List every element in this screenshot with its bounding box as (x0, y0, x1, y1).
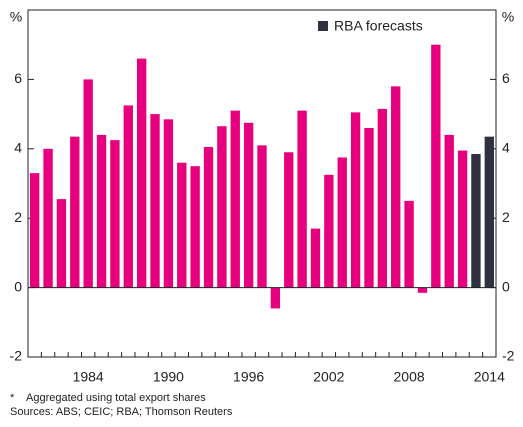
bar (163, 119, 174, 288)
y-tick-label-right: 2 (502, 209, 510, 225)
footnote: Aggregated using total export shares (26, 392, 206, 404)
bar (56, 199, 67, 288)
y-tick-label: 2 (14, 209, 22, 225)
bar (70, 136, 80, 288)
bar (30, 173, 40, 288)
legend-swatch (318, 21, 328, 31)
sources: Sources: ABS; CEIC; RBA; Thomson Reuters (10, 406, 233, 418)
x-tick-label: 1996 (233, 369, 264, 385)
bar (110, 140, 120, 288)
y-tick-label-right: 0 (502, 278, 510, 294)
y-tick-label: 4 (14, 140, 22, 156)
y-tick-label: 0 (14, 278, 22, 294)
x-tick-label: 1990 (153, 369, 184, 385)
y-tick-label: -2 (10, 348, 23, 364)
bar (431, 44, 441, 288)
bar (324, 174, 334, 288)
y-tick-label-right: 4 (502, 140, 510, 156)
bar (123, 105, 133, 288)
bar (243, 122, 254, 288)
bar (270, 287, 281, 309)
bar (150, 114, 160, 288)
bar (377, 108, 388, 288)
bar (471, 154, 481, 288)
bar (364, 127, 374, 288)
y-unit-right: % (502, 9, 514, 25)
y-tick-label-right: 6 (502, 70, 510, 86)
footnote-marker: * (10, 392, 15, 404)
bar (297, 110, 307, 288)
y-tick-label: 6 (14, 70, 22, 86)
bar (444, 134, 454, 288)
bar (96, 134, 107, 288)
y-tick-label-right: -2 (502, 348, 515, 364)
x-tick-label: 2002 (313, 369, 344, 385)
bar (257, 145, 267, 288)
bar (136, 58, 147, 288)
bar (484, 136, 494, 288)
y-unit-left: % (10, 9, 22, 25)
plot-frame (27, 9, 497, 358)
bar (337, 157, 347, 288)
x-tick-label: 2014 (474, 369, 505, 385)
bar (417, 287, 428, 293)
bar (230, 110, 240, 288)
bar (203, 147, 214, 288)
bar (350, 112, 361, 288)
x-tick-label: 1984 (73, 369, 104, 385)
bar (457, 150, 468, 288)
bar (217, 126, 227, 288)
bar (284, 152, 294, 288)
x-tick-label: 2008 (394, 369, 425, 385)
bar (391, 86, 401, 288)
bar (43, 148, 53, 288)
bar (310, 228, 321, 288)
bar (177, 162, 187, 288)
bar (83, 79, 93, 288)
bar (190, 166, 200, 288)
bar (404, 200, 414, 288)
legend-label: RBA forecasts (334, 18, 423, 34)
